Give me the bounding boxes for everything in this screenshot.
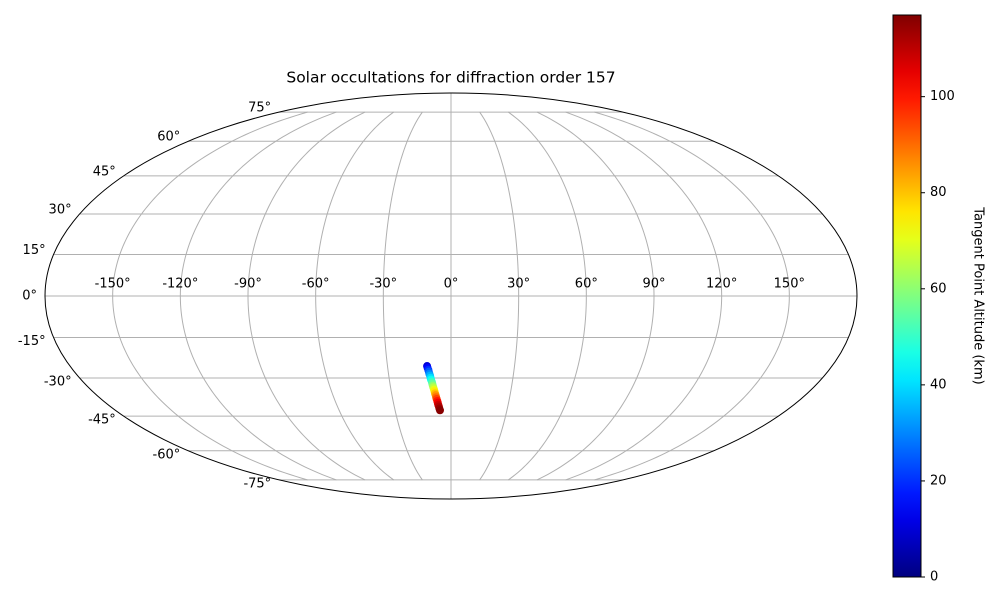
y-tick-label: 15° xyxy=(23,243,46,258)
x-tick-label: 150° xyxy=(774,277,805,292)
grid-line xyxy=(536,111,655,481)
grid-line xyxy=(179,111,337,481)
x-tick-label: -90° xyxy=(234,277,262,292)
colorbar xyxy=(892,14,922,578)
colorbar-tick-label: 100 xyxy=(930,89,955,104)
data-point xyxy=(436,406,445,415)
map-frame xyxy=(44,92,858,500)
x-tick-label: -120° xyxy=(162,277,198,292)
y-tick-label: -30° xyxy=(44,375,72,390)
x-tick-label: 60° xyxy=(575,277,598,292)
colorbar-tick-label: 0 xyxy=(930,570,938,585)
y-tick-label: 60° xyxy=(157,130,180,145)
y-tick-label: 45° xyxy=(93,164,116,179)
y-tick-label: 30° xyxy=(49,202,72,217)
grid-line xyxy=(112,111,308,481)
chart-title: Solar occultations for diffraction order… xyxy=(286,69,615,87)
grid-line xyxy=(507,111,587,481)
colorbar-label: Tangent Point Altitude (km) xyxy=(971,206,986,384)
x-tick-label: 0° xyxy=(444,277,459,292)
x-tick-label: -30° xyxy=(369,277,397,292)
y-tick-label: -60° xyxy=(153,447,181,462)
y-tick-label: 75° xyxy=(248,101,271,116)
x-tick-label: -60° xyxy=(302,277,330,292)
y-tick-label: 0° xyxy=(22,289,37,304)
y-tick-label: -15° xyxy=(18,334,46,349)
y-tick-label: -45° xyxy=(88,413,116,428)
x-tick-label: 90° xyxy=(642,277,665,292)
colorbar-tick-label: 60 xyxy=(930,281,947,296)
y-tick-label: -75° xyxy=(243,476,271,491)
grid-line xyxy=(382,111,423,481)
grid-line xyxy=(565,111,723,481)
grid-line xyxy=(247,111,366,481)
grid-line xyxy=(479,111,520,481)
grid-line xyxy=(315,111,395,481)
grid-line xyxy=(594,111,790,481)
x-tick-label: -150° xyxy=(95,277,131,292)
colorbar-tick-label: 40 xyxy=(930,377,947,392)
x-tick-label: 120° xyxy=(706,277,737,292)
x-tick-label: 30° xyxy=(507,277,530,292)
colorbar-tick-label: 20 xyxy=(930,473,947,488)
colorbar-tick-label: 80 xyxy=(930,185,947,200)
